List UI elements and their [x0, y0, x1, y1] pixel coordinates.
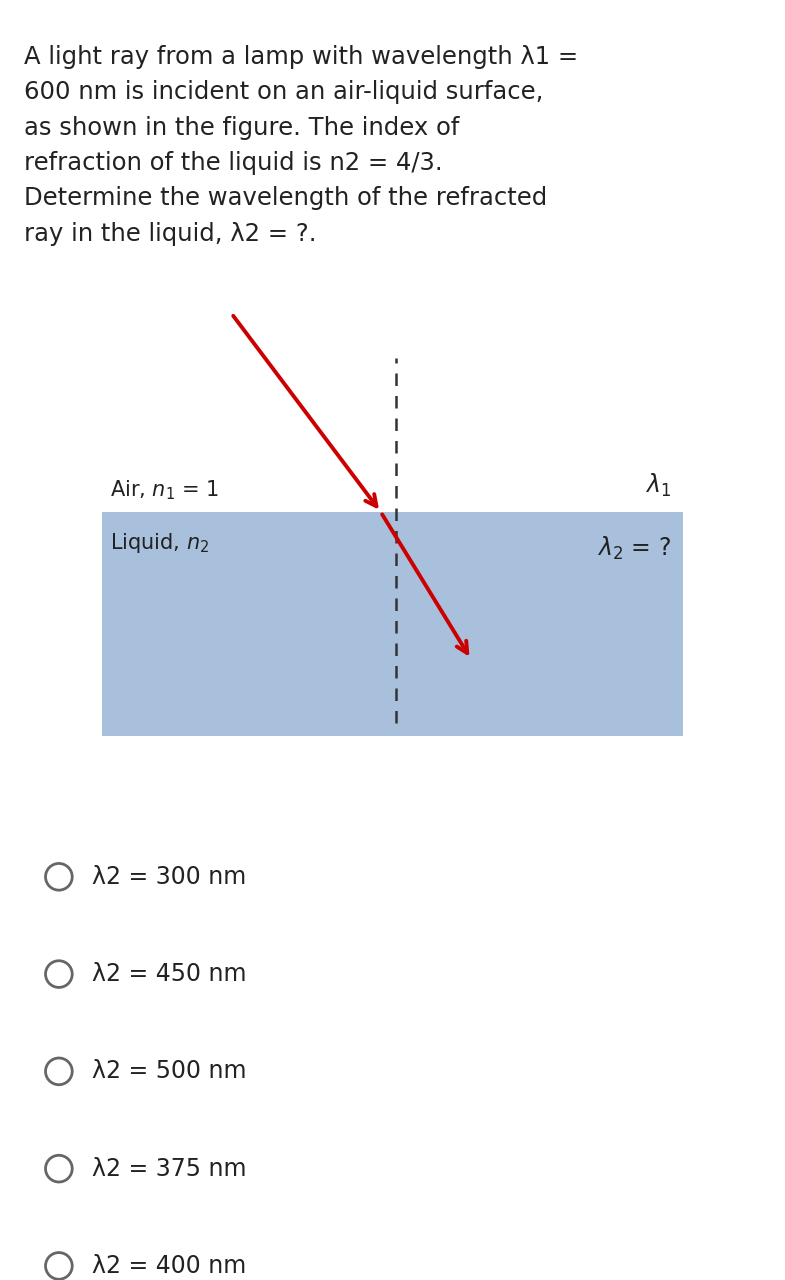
- FancyBboxPatch shape: [102, 512, 683, 736]
- Text: λ2 = 450 nm: λ2 = 450 nm: [92, 963, 246, 986]
- Text: λ2 = 300 nm: λ2 = 300 nm: [92, 865, 246, 888]
- Text: $\lambda_2$ = ?: $\lambda_2$ = ?: [597, 535, 671, 562]
- Text: λ2 = 500 nm: λ2 = 500 nm: [92, 1060, 246, 1083]
- Text: $\lambda_1$: $\lambda_1$: [645, 472, 671, 499]
- Text: Air, $n_1$ = 1: Air, $n_1$ = 1: [110, 479, 219, 502]
- Text: λ2 = 375 nm: λ2 = 375 nm: [92, 1157, 246, 1180]
- Text: Liquid, $n_2$: Liquid, $n_2$: [110, 531, 210, 556]
- Text: λ2 = 400 nm: λ2 = 400 nm: [92, 1254, 246, 1277]
- Text: A light ray from a lamp with wavelength λ1 =
600 nm is incident on an air-liquid: A light ray from a lamp with wavelength …: [24, 45, 578, 246]
